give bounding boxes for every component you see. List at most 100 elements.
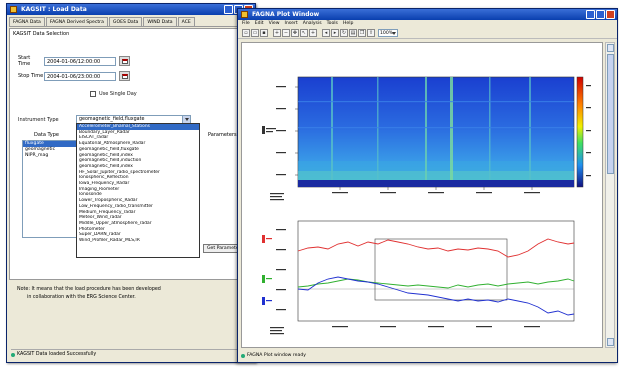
calendar-icon <box>121 58 128 64</box>
dropdown-option[interactable]: Middle_Upper_atmosphere_radar <box>79 220 152 226</box>
selection-panel: KAGSIT Data Selection Start Time 2004-01… <box>9 28 253 280</box>
tab-fagna-derived[interactable]: FAGNA Derived Spectra <box>45 17 108 26</box>
app-icon <box>241 11 248 18</box>
pan-icon[interactable]: ✥ <box>291 29 299 37</box>
stop-time-label: Stop Time <box>18 73 44 79</box>
dropdown-option[interactable]: Lower_Tropospheric_Radar <box>79 198 138 204</box>
start-time-label: Start Time <box>18 55 31 67</box>
maximize-icon[interactable] <box>596 10 605 19</box>
copy-icon[interactable]: ❐ <box>358 29 366 37</box>
note-line-1: Note: It means that the load procedure h… <box>17 287 161 292</box>
viewer-status-bar: FAGNA Plot window ready <box>241 351 614 360</box>
menu-help[interactable]: Help <box>342 21 354 26</box>
menu-bar: File Edit View Insert Analysis Tools Hel… <box>238 20 617 28</box>
print-icon[interactable]: ▤ <box>349 29 357 37</box>
stop-calendar-button[interactable] <box>119 71 130 81</box>
data-type-list[interactable]: fluxgate geomagnetic NIPR_mag <box>22 140 78 238</box>
dropdown-option[interactable]: Low_Frequency_radio_transmitter <box>79 203 153 209</box>
viewer-titlebar: FAGNA Plot Window <box>238 9 617 20</box>
zoom-select[interactable]: 100% <box>378 29 398 37</box>
instrument-dropdown-list[interactable]: Accelerometer_Bhamal_Stations Boundary_L… <box>76 123 200 258</box>
single-day-checkbox[interactable] <box>90 91 96 97</box>
calendar-icon <box>121 73 128 79</box>
dropdown-option[interactable]: Super_DARN_radar <box>79 232 121 238</box>
app-icon <box>10 6 17 13</box>
crosshair-icon[interactable]: + <box>309 29 317 37</box>
load-window-title: KAGSIT : Load Data <box>21 6 87 13</box>
dropdown-option[interactable]: HF_Solar_Jupiter_radio_spectrometer <box>79 169 160 175</box>
dropdown-option[interactable]: Imaging_Riometer <box>79 186 120 192</box>
dropdown-option[interactable]: Accelerometer_Bhamal_Stations <box>77 124 199 130</box>
new-icon[interactable]: ▫ <box>242 29 250 37</box>
cursor-icon[interactable]: ↖ <box>300 29 308 37</box>
note-line-2: in collaboration with the ERG Science Ce… <box>27 295 136 300</box>
save-icon[interactable]: ▪ <box>260 29 268 37</box>
dropdown-option[interactable]: Ionosonde <box>79 192 102 198</box>
single-day-label: Use Single Day <box>99 91 137 97</box>
viewer-title: FAGNA Plot Window <box>252 11 320 18</box>
stop-time-input[interactable]: 2004-01-06/23:00:00 <box>44 71 116 81</box>
menu-analysis[interactable]: Analysis <box>302 21 322 26</box>
plot-graphics <box>262 76 591 335</box>
back-icon[interactable]: ◂ <box>322 29 330 37</box>
tab-fagna-data[interactable]: FAGNA Data <box>9 17 45 26</box>
refresh-icon[interactable]: ↻ <box>340 29 348 37</box>
forward-icon[interactable]: ▸ <box>331 29 339 37</box>
dropdown-option[interactable]: geomagnetic_field,induction <box>79 158 142 164</box>
toolbar: ▫ ▭ ▪ + − ✥ ↖ + ◂ ▸ ↻ ▤ ❐ ⇪ 100% <box>238 28 617 39</box>
start-calendar-button[interactable] <box>119 56 130 66</box>
close-icon[interactable] <box>606 10 615 19</box>
dropdown-option[interactable]: Boundary_Layer_Radar <box>79 129 130 135</box>
chevron-down-icon[interactable] <box>182 116 190 123</box>
status-ok-icon <box>11 353 15 357</box>
dropdown-option[interactable]: Wind_Profiler_Radar_MLS,IR <box>79 238 140 244</box>
minimize-icon[interactable] <box>586 10 595 19</box>
line-plot-panel <box>262 220 575 335</box>
plot-viewer-window: FAGNA Plot Window File Edit View Insert … <box>237 8 618 363</box>
collaboration-note: Note: It means that the load procedure h… <box>17 286 237 302</box>
tab-goes-data[interactable]: GOES Data <box>108 17 143 26</box>
data-type-header: Data Type <box>34 132 60 138</box>
minimize-icon[interactable] <box>224 5 233 14</box>
start-time-input[interactable]: 2004-01-06/12:00:00 <box>44 56 116 66</box>
dropdown-option[interactable]: EISCAT_radar <box>79 135 109 141</box>
menu-insert[interactable]: Insert <box>284 21 298 26</box>
zoom-out-icon[interactable]: − <box>282 29 290 37</box>
scroll-thumb[interactable] <box>607 54 614 174</box>
tab-wind-data[interactable]: WIND Data <box>143 17 177 26</box>
plot-canvas[interactable] <box>241 42 603 348</box>
zoom-in-icon[interactable]: + <box>273 29 281 37</box>
dropdown-option[interactable]: geomagnetic_field,fluxgate <box>79 146 139 152</box>
load-status-bar: KAGSIT Data loaded Successfully <box>11 349 251 359</box>
dropdown-option[interactable]: geomagnetic_field,index <box>79 152 133 158</box>
dropdown-option[interactable]: Ionospheric_Reflection <box>79 175 129 181</box>
dropdown-option[interactable]: geomagnetic_field,index <box>79 163 133 169</box>
dropdown-option[interactable]: Iowa_Frequency_Radar <box>79 181 130 187</box>
vertical-scrollbar[interactable] <box>605 42 615 348</box>
menu-view[interactable]: View <box>268 21 280 26</box>
list-item[interactable]: geomagnetic <box>25 147 56 152</box>
menu-tools[interactable]: Tools <box>326 21 338 26</box>
dropdown-option[interactable]: Medium_Frequency_radar <box>79 209 136 215</box>
scroll-up-icon[interactable] <box>607 44 614 52</box>
panel-title: KAGSIT Data Selection <box>13 31 70 37</box>
scroll-down-icon[interactable] <box>607 338 614 346</box>
instrument-type-value: geomagnetic_field,fluxgate <box>79 117 145 122</box>
tab-ace[interactable]: ACE <box>177 17 195 26</box>
list-item[interactable]: NIPR_mag <box>25 153 49 158</box>
open-icon[interactable]: ▭ <box>251 29 259 37</box>
load-data-window: KAGSIT : Load Data FAGNA Data FAGNA Deri… <box>6 3 256 363</box>
viewer-status-text: FAGNA Plot window ready <box>247 353 306 358</box>
menu-edit[interactable]: Edit <box>254 21 264 26</box>
parameters-header: Parameters <box>208 132 237 138</box>
spectrogram-panel <box>262 76 591 201</box>
status-ok-icon <box>241 354 245 358</box>
load-status-text: KAGSIT Data loaded Successfully <box>17 352 97 357</box>
dropdown-option[interactable]: Meteor_Wind_radar <box>79 215 122 221</box>
export-icon[interactable]: ⇪ <box>367 29 375 37</box>
dropdown-option[interactable]: Equatorial_Atmosphere_Radar <box>79 141 146 147</box>
dropdown-option[interactable]: Photometer <box>79 226 105 232</box>
instrument-type-label: Instrument Type <box>18 116 59 123</box>
menu-file[interactable]: File <box>242 21 250 26</box>
list-item[interactable]: fluxgate <box>23 141 77 147</box>
